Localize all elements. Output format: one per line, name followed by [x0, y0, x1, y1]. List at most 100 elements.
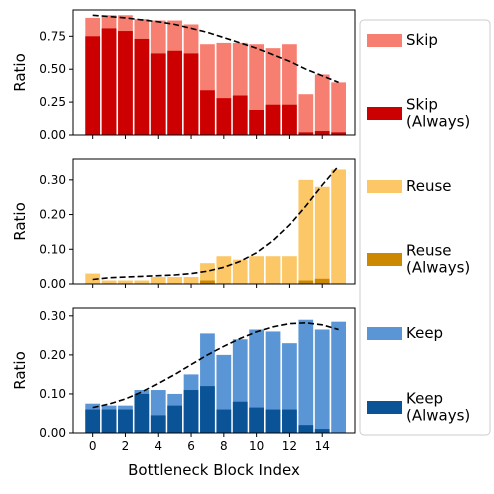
bar-always-0-9 — [232, 95, 248, 135]
bar-always-0-12 — [282, 104, 297, 135]
bar-always-1-14 — [314, 278, 330, 284]
y-tick-label: 0.20 — [39, 348, 66, 362]
bar-total-1-13 — [298, 179, 314, 284]
bar-total-2-14 — [314, 329, 330, 433]
y-tick-label: 0.00 — [39, 277, 66, 291]
legend-label: Reuse — [406, 242, 452, 260]
bar-total-0-14 — [314, 74, 330, 135]
bar-total-1-4 — [150, 277, 166, 284]
bar-always-2-11 — [265, 409, 281, 433]
axes-frame — [72, 158, 356, 285]
bar-total-2-11 — [265, 331, 281, 433]
y-tick-label: 0.25 — [39, 95, 66, 109]
bar-total-1-14 — [314, 186, 330, 284]
legend-label: (Always) — [406, 259, 470, 277]
y-axis-label: Ratio — [11, 202, 29, 241]
bar-always-2-0 — [85, 409, 101, 433]
bar-always-0-11 — [265, 104, 281, 135]
y-tick-label: 0.30 — [39, 309, 66, 323]
bar-always-2-12 — [282, 409, 297, 433]
legend: SkipSkip(Always)ReuseReuse(Always)KeepKe… — [359, 19, 491, 436]
bar-total-1-6 — [183, 277, 199, 284]
panel-2: 0.00 0.10 0.20 0.30 Ratio — [11, 158, 356, 291]
legend-swatch — [367, 327, 402, 340]
legend-swatch — [367, 180, 402, 193]
bar-total-2-10 — [249, 329, 265, 433]
y-tick-label: 0.00 — [39, 426, 66, 440]
y-tick-label: 0.10 — [39, 387, 66, 401]
x-tick-label: 4 — [154, 439, 162, 453]
legend-swatch — [367, 34, 402, 47]
y-axis-label: Ratio — [11, 351, 29, 390]
bar-always-2-6 — [183, 390, 199, 433]
bar-always-2-14 — [314, 429, 330, 433]
bar-total-0-15 — [331, 82, 346, 135]
bar-always-0-8 — [216, 98, 232, 135]
trend-line — [92, 321, 339, 409]
y-tick-label: 0.50 — [39, 62, 66, 76]
bar-always-2-9 — [232, 401, 248, 433]
bar-always-0-7 — [200, 90, 215, 135]
bar-total-2-15 — [331, 321, 346, 433]
bar-always-2-1 — [101, 409, 117, 433]
y-axis-label: Ratio — [11, 53, 29, 92]
bar-total-1-2 — [118, 280, 133, 284]
x-tick-label: 10 — [249, 439, 264, 453]
bar-total-1-12 — [282, 256, 297, 284]
panel-3: 0.00 0.10 0.20 0.30 0 2 4 6 8 10 12 14 Ratio — [11, 307, 356, 453]
bar-total-1-15 — [331, 169, 346, 284]
x-tick-label: 6 — [187, 439, 195, 453]
bar-total-1-11 — [265, 256, 281, 284]
y-tick-label: 0.30 — [39, 173, 66, 187]
bar-total-1-1 — [101, 280, 117, 284]
x-axis-label: Bottleneck Block Index — [128, 461, 300, 479]
trend-line — [92, 165, 340, 281]
bar-total-1-8 — [216, 256, 232, 284]
bar-always-0-6 — [183, 53, 199, 135]
legend-swatch — [367, 253, 402, 266]
bar-total-1-10 — [249, 256, 265, 284]
legend-label: Skip — [406, 31, 438, 49]
bar-total-0-13 — [298, 94, 314, 135]
bar-always-1-7 — [200, 280, 215, 284]
legend-frame — [359, 19, 491, 436]
bar-always-0-14 — [314, 131, 330, 135]
bar-always-2-5 — [167, 405, 183, 433]
bar-always-2-7 — [200, 386, 215, 433]
legend-swatch — [367, 107, 402, 120]
x-tick-label: 0 — [89, 439, 97, 453]
bar-always-0-13 — [298, 132, 314, 135]
bar-always-0-2 — [118, 31, 133, 136]
legend-label: Keep — [406, 324, 443, 342]
legend-label: (Always) — [406, 113, 470, 131]
bar-always-0-10 — [249, 110, 265, 135]
x-tick-label: 2 — [122, 439, 130, 453]
bar-always-2-3 — [134, 393, 150, 433]
bar-total-2-13 — [298, 319, 314, 433]
x-tick-label: 12 — [282, 439, 297, 453]
bar-always-2-13 — [298, 425, 314, 433]
bar-total-1-7 — [200, 263, 215, 284]
axes-frame — [72, 9, 356, 136]
x-tick-label: 8 — [220, 439, 228, 453]
legend-label: Skip — [406, 96, 438, 114]
bar-always-1-13 — [298, 280, 314, 284]
legend-label: Reuse — [406, 177, 452, 195]
y-tick-label: 0.75 — [39, 29, 66, 43]
bar-always-0-3 — [134, 38, 150, 135]
bar-always-0-5 — [167, 50, 183, 135]
bar-always-0-1 — [101, 28, 117, 136]
x-tick-label: 14 — [315, 439, 330, 453]
bar-always-0-0 — [85, 36, 101, 135]
bar-always-0-15 — [331, 132, 346, 135]
bar-total-1-5 — [167, 277, 183, 284]
y-tick-label: 0.10 — [39, 242, 66, 256]
bar-total-1-9 — [232, 259, 248, 284]
axes-frame — [72, 307, 356, 434]
trend-line — [92, 14, 339, 84]
bar-always-2-2 — [118, 409, 133, 433]
bar-total-1-3 — [134, 280, 150, 284]
bar-always-2-10 — [249, 407, 265, 433]
